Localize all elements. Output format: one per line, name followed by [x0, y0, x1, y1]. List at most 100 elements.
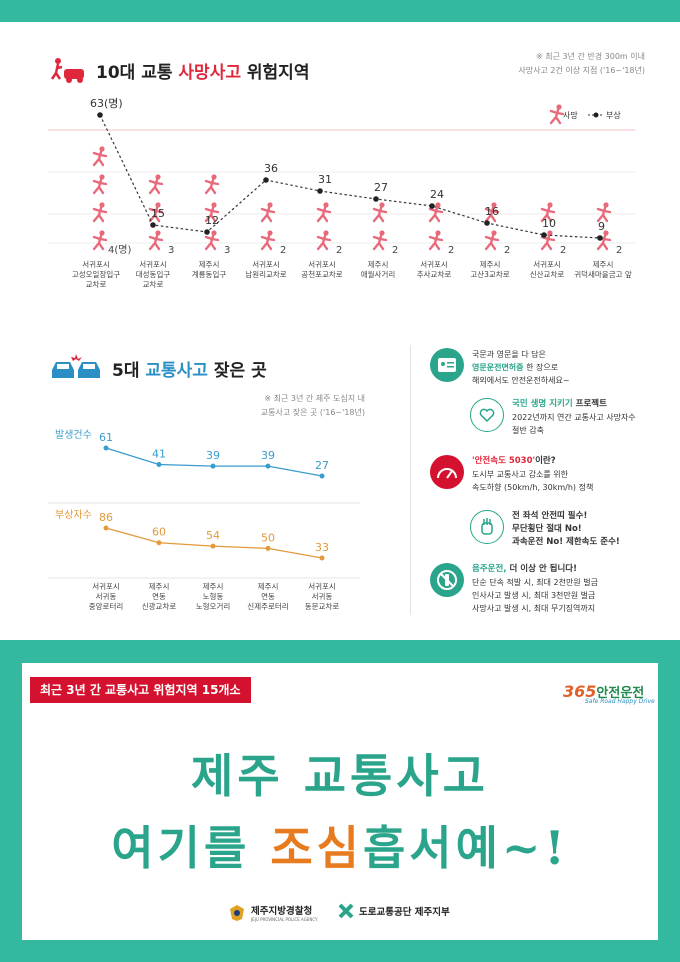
tip-drunk-driving: 음주운전, 더 이상 안 됩니다! 단순 단속 적발 시, 최대 2천만원 벌금…: [430, 563, 598, 615]
org-police: 제주지방경찰청 JEJU PROVINCIAL POLICE AGENCY: [228, 903, 317, 922]
section2-title: 5대 교통사고 잦은 곳: [112, 360, 267, 381]
occurrence-point: [103, 445, 109, 451]
section2-note: ※ 최근 3년 간 제주 도심지 내 교통사고 잦은 곳 ('16~'18년): [260, 394, 365, 417]
license-card-icon: [430, 348, 464, 382]
category-label: 제주시: [203, 582, 224, 591]
heart-sun-icon: [470, 398, 504, 432]
category-label: 남원리교차로: [245, 270, 286, 279]
occurrence-value: 61: [99, 431, 113, 444]
category-label: 애월사거리: [361, 269, 396, 279]
legend-death-icon: [549, 104, 565, 125]
injury-label: 27: [374, 181, 388, 194]
category-label: 서귀동: [312, 591, 333, 601]
injury-label: 31: [318, 173, 332, 186]
death-label: 2: [616, 245, 622, 256]
category-label: 연동: [152, 592, 166, 601]
section1-header: 10대 교통 사망사고 위험지역: [50, 55, 309, 85]
injury-point: [429, 203, 435, 209]
category-label: 서귀동: [96, 591, 117, 601]
injured-point: [103, 525, 109, 531]
occurrence-point: [210, 463, 216, 469]
slogan-line1: 제주 교통사고: [191, 749, 489, 803]
category-label: 서귀포시: [139, 259, 167, 269]
category-label: 제주시: [368, 260, 389, 269]
category-label: 제주시: [149, 582, 170, 591]
category-label: 서귀포시: [308, 581, 336, 591]
death-label: 2: [504, 245, 510, 256]
injury-line: [99, 114, 601, 239]
injury-label: 36: [264, 162, 278, 175]
occurrence-point: [319, 473, 325, 479]
injury-label: 12: [205, 214, 219, 227]
category-label: 신산교차로: [530, 269, 565, 279]
injury-point: [541, 232, 547, 238]
death-icon: [148, 230, 164, 251]
death-icon: [428, 202, 444, 223]
death-label: 4(명): [108, 244, 131, 256]
tip-life-project: 국민 생명 지키기 프로젝트 2022년까지 연간 교통사고 사망자수 절반 감…: [470, 398, 636, 437]
death-icon: [148, 202, 164, 223]
occurrence-point: [156, 461, 162, 467]
death-icon: [596, 230, 612, 251]
death-icon: [372, 202, 388, 223]
death-icon: [596, 202, 612, 223]
injury-label: 10: [542, 217, 556, 230]
death-label: 2: [336, 245, 342, 256]
injured-value: 54: [206, 529, 220, 542]
category-label: 연동: [261, 592, 275, 601]
injury-label: 63(명): [90, 97, 123, 110]
injury-point: [263, 177, 269, 183]
category-label: 서귀포시: [82, 259, 110, 269]
occurrence-point: [265, 463, 271, 469]
death-icon: [316, 202, 332, 223]
injured-value: 50: [261, 531, 275, 544]
category-label: 노형오거리: [196, 602, 231, 611]
injury-point: [317, 188, 323, 194]
injury-point: [150, 222, 156, 228]
death-label: 2: [280, 245, 286, 256]
category-label: 교차로: [143, 280, 164, 289]
injured-value: 86: [99, 511, 113, 524]
category-label: 교차로: [86, 280, 107, 289]
injured-point: [210, 543, 216, 549]
death-icon: [484, 202, 500, 223]
death-icon: [372, 230, 388, 251]
occurrence-value: 27: [315, 459, 329, 472]
death-icon: [92, 230, 108, 251]
legend-death-label: 사망: [563, 110, 578, 120]
category-label: 제주시: [258, 582, 279, 591]
death-icon: [260, 202, 276, 223]
category-label: 노형동: [203, 592, 224, 601]
chart-death-zones: 사망 부상 4(명) 3 3 2 2 2 2 2 2 2 63(명) 15 12 36 31 27 24 16 10 9 서…: [48, 97, 635, 289]
death-label: 2: [448, 245, 454, 256]
category-label: 서귀포시: [252, 259, 280, 269]
category-label: 제주시: [199, 260, 220, 269]
org-koroad: 도로교통공단 제주지부: [338, 903, 450, 919]
category-label: 제주시: [480, 260, 501, 269]
death-icon: [204, 174, 220, 195]
injured-point: [156, 540, 162, 546]
death-icon: [260, 230, 276, 251]
death-icon: [204, 202, 220, 223]
section1-title: 10대 교통 사망사고 위험지역: [96, 62, 310, 83]
category-label: 동문교차로: [305, 602, 340, 611]
injured-point: [265, 545, 271, 551]
death-icon: [428, 230, 444, 251]
bottom-card: [22, 663, 658, 940]
logo-365: 365안전운전: [563, 682, 645, 701]
category-label: 서귀포시: [533, 259, 561, 269]
occurrence-value: 39: [261, 449, 275, 462]
category-label: 공천포교차로: [301, 269, 342, 279]
injury-label: 9: [598, 220, 605, 233]
slogan-line2: 여기를 조심흡서예~!: [111, 821, 569, 875]
section1-note: ※ 최근 3년 간 반경 300m 이내 사망사고 2건 이상 지점 ('16~…: [518, 52, 645, 75]
death-icon: [148, 174, 164, 195]
death-label: 3: [224, 245, 230, 256]
series-label-injured: 부상자수: [55, 509, 92, 521]
category-label: 서귀포시: [420, 259, 448, 269]
car-accident-icon: [50, 58, 84, 83]
death-label: 3: [168, 245, 174, 256]
category-label: 제주시: [593, 260, 614, 269]
injury-point: [97, 112, 103, 118]
